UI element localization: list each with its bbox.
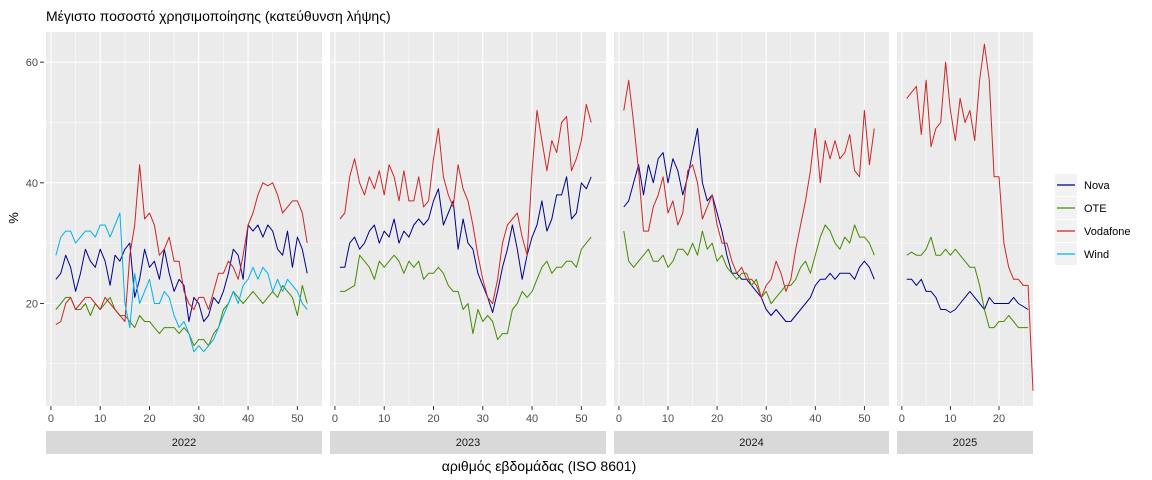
x-tick-label: 50 [291,413,303,425]
x-tick-label: 10 [94,413,106,425]
x-tick-label: 0 [616,413,622,425]
series-line-nova-2022 [55,224,308,322]
y-axis-label: % [6,212,21,224]
panel-background [897,32,1033,406]
x-axis-label: αριθμός εβδομάδας (ISO 8601) [442,458,636,474]
legend-item-vodafone: Vodafone [1055,220,1131,242]
x-tick-label: 40 [526,413,538,425]
legend-label: Wind [1084,249,1109,261]
x-tick-label: 0 [332,413,338,425]
y-tick-label: 20 [26,298,38,310]
facet-strip-label: 2022 [172,437,196,449]
legend-label: Nova [1084,180,1111,192]
series-line-vodafone-2024 [623,79,875,298]
legend-item-nova: Nova [1055,174,1111,196]
series-line-ote-2023 [339,236,592,341]
series-line-nova-2025 [906,278,1029,313]
facet-strip-label: 2023 [456,437,480,449]
legend-item-ote: OTE [1055,197,1107,219]
series-line-vodafone-2022 [55,164,308,326]
x-tick-label: 30 [193,413,205,425]
x-tick-label: 0 [48,413,54,425]
panels: 0 10 20 30 40 50 2022 0 10 20 30 40 50 2023 0 10 20 30 40 5… [46,32,1034,454]
x-tick-label: 0 [899,413,905,425]
series-line-vodafone-2023 [339,103,592,304]
x-tick-label: 40 [809,413,821,425]
panel-background [614,32,889,406]
panel-background [46,32,322,406]
series-line-ote-2025 [906,236,1029,329]
facet-strip [897,431,1033,454]
x-tick-label: 50 [858,413,870,425]
x-tick-label: 30 [760,413,772,425]
series-line-vodafone-2025 [906,43,1034,391]
x-tick-label: 50 [575,413,587,425]
legend-label: Vodafone [1084,226,1131,238]
facet-strip [614,431,889,454]
facet-strip-label: 2025 [953,437,977,449]
facet-strip-label: 2024 [739,437,763,449]
facet-panel-2022: 0 10 20 30 40 50 2022 [46,32,322,454]
x-tick-label: 10 [378,413,390,425]
facet-panel-2024: 0 10 20 30 40 50 2024 [614,32,889,454]
x-tick-label: 30 [477,413,489,425]
series-line-wind-2022 [55,212,308,353]
chart-title: Μέγιστο ποσοστό χρησιμοποίησης (κατεύθυν… [46,8,391,24]
facet-panel-2023: 0 10 20 30 40 50 2023 [330,32,606,454]
x-tick-label: 10 [944,413,956,425]
y-tick-label: 40 [26,178,38,190]
legend: Nova OTE Vodafone Wind [1055,174,1131,265]
legend-label: OTE [1084,203,1107,215]
y-tick-labels: 20 40 60 [26,57,44,310]
series-line-nova-2024 [623,128,875,322]
facet-strip [330,431,606,454]
x-tick-label: 20 [143,413,155,425]
x-tick-label: 20 [427,413,439,425]
facet-panel-2025: 0 10 20 2025 [897,32,1034,454]
x-tick-label: 10 [662,413,674,425]
y-tick-label: 60 [26,57,38,69]
legend-item-wind: Wind [1055,243,1109,265]
x-tick-label: 20 [993,413,1005,425]
x-tick-label: 40 [242,413,254,425]
panel-background [330,32,606,406]
facet-strip [46,431,322,454]
x-tick-label: 20 [711,413,723,425]
series-line-nova-2023 [339,176,592,313]
